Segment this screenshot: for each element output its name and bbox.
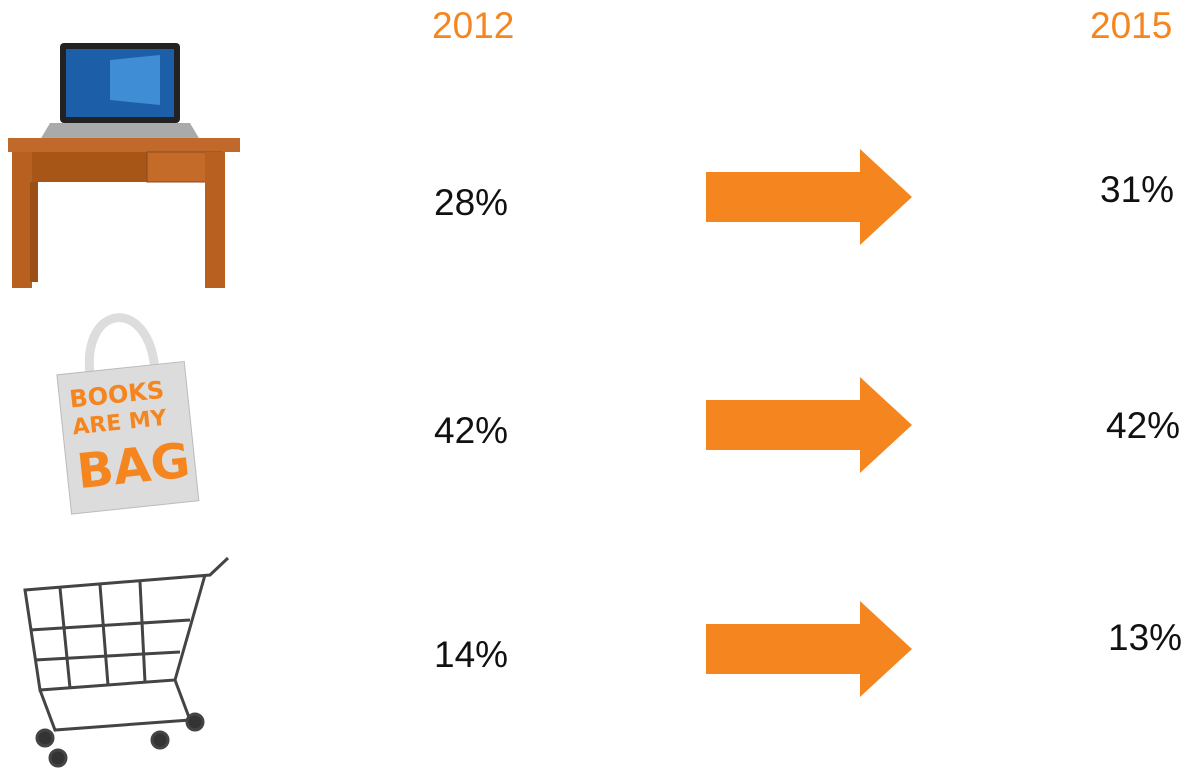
arrow	[706, 149, 912, 245]
value-to: 31%	[1100, 169, 1174, 210]
rows: 28% 31% 42% 42% 14% 13%	[434, 149, 1182, 697]
arrow	[706, 601, 912, 697]
year-from: 2012	[432, 5, 514, 46]
arrow	[706, 377, 912, 473]
value-from: 42%	[434, 410, 508, 451]
value-to: 13%	[1108, 617, 1182, 658]
cart-icon	[25, 558, 228, 766]
bag-icon: BOOKS ARE MY BAG	[52, 311, 199, 514]
value-to: 42%	[1106, 405, 1180, 446]
value-from: 28%	[434, 182, 508, 223]
year-to: 2015	[1090, 5, 1172, 46]
slide: 2012 2015 BOOKS ARE MY BAG 28% 31% 42% 42% 1…	[0, 0, 1196, 768]
value-from: 14%	[434, 634, 508, 675]
bag-text: BAG	[74, 433, 192, 501]
desk-icon	[8, 43, 240, 288]
